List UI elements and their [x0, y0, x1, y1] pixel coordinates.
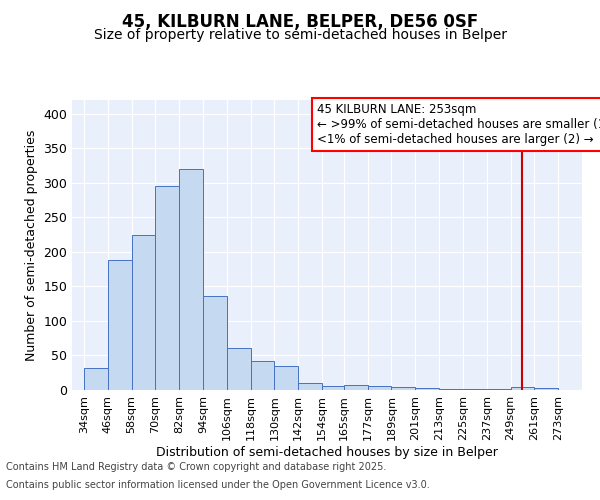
X-axis label: Distribution of semi-detached houses by size in Belper: Distribution of semi-detached houses by …	[156, 446, 498, 458]
Bar	[368, 386, 391, 390]
Text: 45, KILBURN LANE, BELPER, DE56 0SF: 45, KILBURN LANE, BELPER, DE56 0SF	[122, 12, 478, 30]
Y-axis label: Number of semi-detached properties: Number of semi-detached properties	[25, 130, 38, 360]
Bar	[344, 385, 368, 390]
Text: Contains HM Land Registry data © Crown copyright and database right 2025.: Contains HM Land Registry data © Crown c…	[6, 462, 386, 472]
Bar	[251, 361, 274, 390]
Text: Size of property relative to semi-detached houses in Belper: Size of property relative to semi-detach…	[94, 28, 506, 42]
Text: 45 KILBURN LANE: 253sqm
← >99% of semi-detached houses are smaller (1,352)
<1% o: 45 KILBURN LANE: 253sqm ← >99% of semi-d…	[317, 103, 600, 146]
Bar	[108, 260, 131, 390]
Bar	[322, 386, 346, 390]
Bar	[415, 388, 439, 390]
Bar	[179, 169, 203, 390]
Bar	[274, 366, 298, 390]
Bar	[155, 186, 179, 390]
Bar	[227, 348, 251, 390]
Bar	[131, 234, 155, 390]
Bar	[511, 387, 535, 390]
Text: Contains public sector information licensed under the Open Government Licence v3: Contains public sector information licen…	[6, 480, 430, 490]
Bar	[203, 296, 227, 390]
Bar	[298, 383, 322, 390]
Bar	[535, 388, 558, 390]
Bar	[84, 368, 108, 390]
Bar	[391, 386, 415, 390]
